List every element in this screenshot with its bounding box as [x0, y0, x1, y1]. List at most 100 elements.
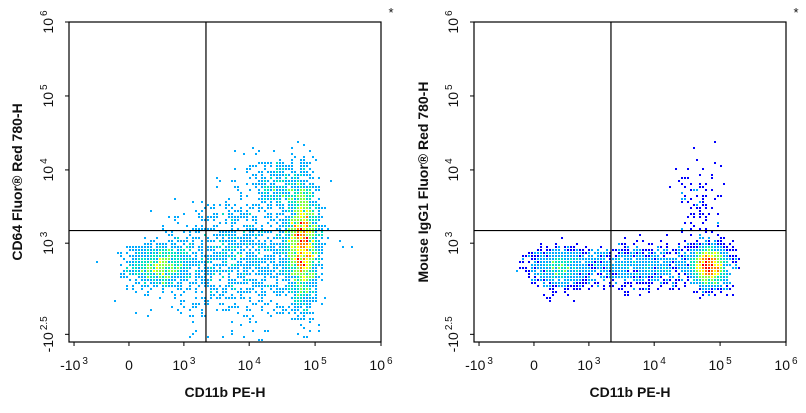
event-point [672, 282, 674, 284]
event-point [654, 273, 656, 275]
event-point [534, 258, 536, 260]
event-point [246, 243, 248, 245]
event-point [576, 282, 578, 284]
event-point [207, 282, 209, 284]
event-point [648, 249, 650, 251]
event-point [198, 249, 200, 251]
event-point [153, 264, 155, 266]
event-point [219, 285, 221, 287]
event-point [558, 285, 560, 287]
event-point [297, 291, 299, 293]
event-point [225, 246, 227, 248]
event-point [201, 309, 203, 311]
event-point [645, 267, 647, 269]
event-point [159, 246, 161, 248]
event-point [237, 228, 239, 230]
event-point [681, 198, 683, 200]
event-point [624, 285, 626, 287]
event-point [540, 243, 542, 245]
event-point [702, 273, 704, 275]
event-point [306, 231, 308, 233]
event-point [204, 234, 206, 236]
event-point [546, 297, 548, 299]
event-point [294, 219, 296, 221]
event-point [633, 249, 635, 251]
event-point [246, 237, 248, 239]
y-tick-label: 106 [39, 10, 56, 34]
event-point [540, 264, 542, 266]
event-point [537, 264, 539, 266]
event-point [246, 183, 248, 185]
event-point [657, 249, 659, 251]
event-point [636, 270, 638, 272]
event-point [207, 279, 209, 281]
x-tick-label: -10 3 [465, 356, 493, 373]
event-point [201, 249, 203, 251]
event-point [186, 246, 188, 248]
event-point [297, 225, 299, 227]
event-point [567, 267, 569, 269]
event-point [699, 186, 701, 188]
event-point [351, 246, 353, 248]
event-point [687, 264, 689, 266]
event-point [303, 267, 305, 269]
event-point [180, 312, 182, 314]
event-point [633, 261, 635, 263]
event-point [261, 183, 263, 185]
event-point [141, 255, 143, 257]
event-point [237, 219, 239, 221]
event-point [273, 255, 275, 257]
event-point [306, 246, 308, 248]
event-point [567, 258, 569, 260]
event-point [246, 288, 248, 290]
event-point [162, 267, 164, 269]
event-point [177, 261, 179, 263]
event-point [615, 261, 617, 263]
event-point [276, 267, 278, 269]
event-point [294, 288, 296, 290]
event-point [216, 297, 218, 299]
event-point [720, 195, 722, 197]
event-point [192, 261, 194, 263]
event-point [294, 297, 296, 299]
event-point [198, 276, 200, 278]
event-point [285, 231, 287, 233]
event-point [195, 255, 197, 257]
event-point [318, 204, 320, 206]
event-point [699, 267, 701, 269]
event-point [144, 273, 146, 275]
event-point [306, 291, 308, 293]
event-point [246, 234, 248, 236]
event-point [726, 249, 728, 251]
event-point [711, 270, 713, 272]
event-point [276, 174, 278, 176]
event-point [297, 231, 299, 233]
event-point [576, 270, 578, 272]
event-point [261, 294, 263, 296]
event-point [231, 288, 233, 290]
event-point [222, 291, 224, 293]
event-point [135, 264, 137, 266]
event-point [585, 267, 587, 269]
event-point [294, 240, 296, 242]
event-point [624, 294, 626, 296]
event-point [639, 255, 641, 257]
event-point [732, 246, 734, 248]
event-point [660, 285, 662, 287]
event-point [141, 252, 143, 254]
event-point [201, 252, 203, 254]
event-point [135, 291, 137, 293]
event-point [120, 273, 122, 275]
event-point [291, 252, 293, 254]
event-point [204, 264, 206, 266]
event-point [267, 270, 269, 272]
event-point [309, 240, 311, 242]
event-point [288, 282, 290, 284]
event-point [213, 288, 215, 290]
event-point [174, 258, 176, 260]
event-point [243, 279, 245, 281]
event-point [132, 288, 134, 290]
event-point [252, 219, 254, 221]
event-point [219, 303, 221, 305]
event-point [315, 225, 317, 227]
